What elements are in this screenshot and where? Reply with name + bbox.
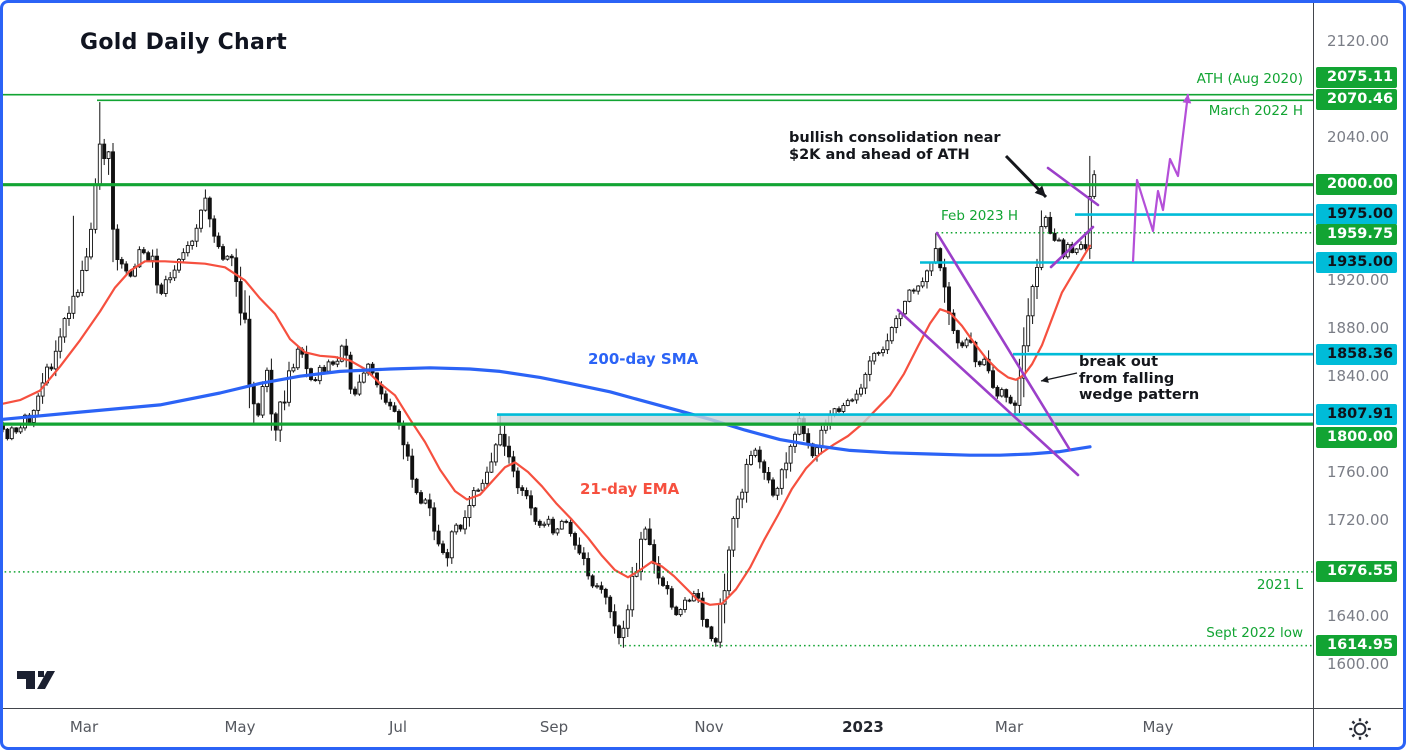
- time-axis-label: May: [1142, 718, 1174, 736]
- price-tick-label: 1760.00: [1327, 462, 1390, 481]
- consolidation-arrowhead: [1034, 185, 1046, 197]
- price-level-badge[interactable]: 1959.75: [1316, 223, 1397, 245]
- falling-wedge-lower-line[interactable]: [896, 308, 1080, 477]
- breakout-note: break out from falling wedge pattern: [1079, 354, 1199, 404]
- feb-2023-high-label: Feb 2023 H: [941, 208, 1018, 224]
- ema-21-label: 21-day EMA: [580, 480, 680, 498]
- falling-wedge-upper-line[interactable]: [935, 231, 1072, 452]
- 2021-low-label: 2021 L: [1256, 577, 1303, 593]
- sma-200-label: 200-day SMA: [588, 350, 699, 368]
- breakout-note-line1: break out: [1079, 354, 1159, 370]
- sept-2022-low-label: Sept 2022 low: [1206, 625, 1303, 641]
- price-tick-label: 2120.00: [1327, 32, 1390, 50]
- price-level-badge[interactable]: 2075.11: [1316, 66, 1397, 88]
- pennant-upper-line[interactable]: [1046, 166, 1100, 207]
- price-level-badge[interactable]: 2000.00: [1316, 174, 1397, 196]
- price-tick-label: 1600.00: [1327, 654, 1390, 673]
- pennant-lower-line[interactable]: [1049, 225, 1095, 269]
- tradingview-logo[interactable]: [16, 668, 56, 692]
- price-level-badge[interactable]: 1807.91: [1316, 404, 1397, 426]
- price-level-badge[interactable]: 1935.00: [1316, 251, 1397, 273]
- bullish-note-line2: $2K and ahead of ATH: [789, 147, 970, 163]
- ath-level-label: ATH (Aug 2020): [1196, 71, 1303, 87]
- time-axis-label: 2023: [842, 718, 884, 736]
- ema-21-line: [1, 244, 1092, 606]
- price-level-badge[interactable]: 1858.36: [1316, 343, 1397, 365]
- support-zone-band[interactable]: [497, 414, 1250, 426]
- march-2022-high-label: March 2022 H: [1208, 103, 1303, 119]
- price-level-badge[interactable]: 1614.95: [1316, 635, 1397, 657]
- time-axis-label: Nov: [694, 718, 724, 736]
- time-axis-label: May: [224, 718, 256, 736]
- chart-title: Gold Daily Chart: [80, 30, 288, 55]
- price-tick-label: 1920.00: [1327, 271, 1390, 290]
- time-axis-label: Mar: [994, 718, 1024, 736]
- time-axis-label: Sep: [539, 718, 569, 736]
- price-tick-label: 1840.00: [1327, 367, 1390, 386]
- price-tick-label: 1720.00: [1327, 510, 1390, 529]
- breakout-arrowhead: [1041, 376, 1049, 383]
- price-level-badge[interactable]: 1676.55: [1316, 561, 1397, 583]
- price-tick-label: 1880.00: [1327, 319, 1390, 338]
- time-axis[interactable]: Mar May Jul Sep Nov 2023 Mar May: [0, 708, 1406, 748]
- price-level-badge[interactable]: 1800.00: [1316, 426, 1397, 448]
- projected-path-zigzag[interactable]: [1131, 93, 1190, 263]
- price-level-badge[interactable]: 1975.00: [1316, 203, 1397, 225]
- price-level-badge[interactable]: 2070.46: [1316, 88, 1397, 110]
- sma-200-line: [1, 366, 1092, 457]
- projection-arrowhead: [1182, 94, 1192, 104]
- breakout-note-line3: wedge pattern: [1079, 387, 1200, 403]
- time-axis-label: Mar: [69, 718, 99, 736]
- time-axis-label: Jul: [388, 718, 408, 736]
- bullish-note-line1: bullish consolidation near: [789, 130, 1001, 146]
- price-tick-label: 2040.00: [1327, 127, 1390, 146]
- bullish-consolidation-note: bullish consolidation near $2K and ahead…: [789, 130, 1001, 164]
- chart-settings-gear-icon[interactable]: [1346, 715, 1374, 743]
- price-tick-label: 1640.00: [1327, 606, 1390, 625]
- breakout-note-line2: from falling: [1079, 370, 1175, 387]
- price-axis[interactable]: 2120.00 2040.00 1920.00 1880.00 1840.00 1760.…: [1314, 0, 1406, 708]
